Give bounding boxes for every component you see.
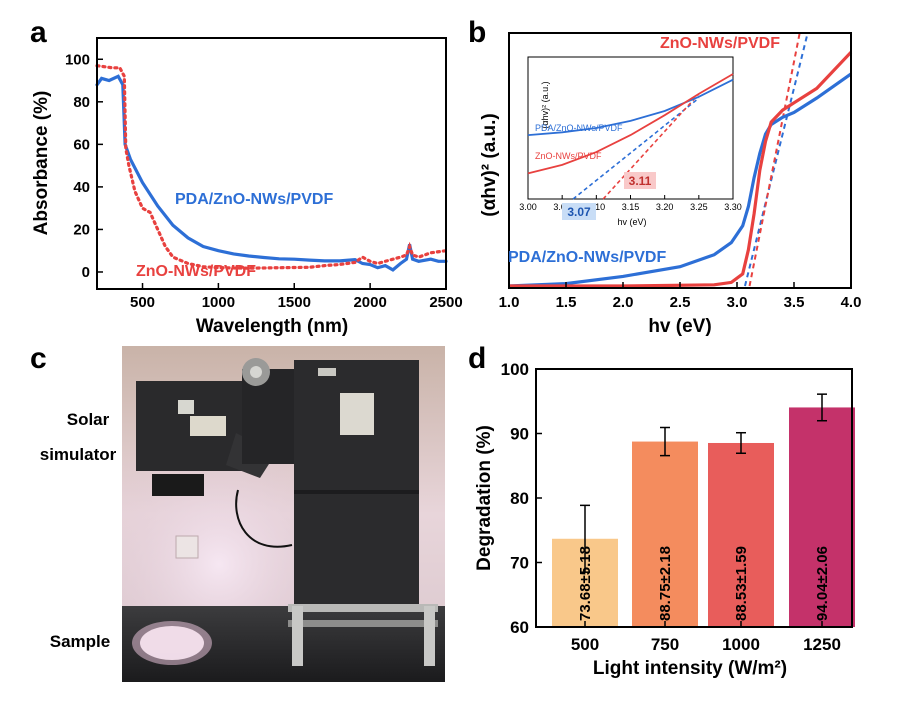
panel-d: d 73.68±5.18 88.75±2.18 88.53±1.59 94.04±2.…: [468, 342, 855, 679]
panel-b-xlabel: hv (eV): [648, 316, 711, 337]
inset-xtick-label: 3.00: [519, 202, 537, 212]
panel-b-ylabel: (αhv)² (a.u.): [479, 113, 500, 217]
panel-b-xtick-label: 2.0: [613, 294, 634, 311]
bar-value-label: 73.68±5.18: [577, 546, 594, 621]
panel-b-xtick-label: 1.0: [499, 294, 520, 311]
panel-d-xlabel: Light intensity (W/m²): [593, 658, 787, 679]
panel-label-b: b: [468, 16, 486, 49]
inset-xtick-label: 3.20: [656, 202, 674, 212]
inset-legend-blue: PDA/ZnO-NWs/PVDF: [535, 123, 623, 133]
panel-a-ytick-label: 80: [73, 94, 90, 111]
panel-b-xtick-label: 2.5: [670, 294, 691, 311]
inset-annot-red-bg: [624, 172, 656, 189]
bar-value-label: 94.04±2.06: [814, 546, 831, 621]
panel-d-xtick-label: 500: [571, 635, 599, 654]
bar-750: [632, 441, 698, 627]
inset-fit-line-0: [572, 97, 700, 200]
panel-b-xtick-label: 3.0: [727, 294, 748, 311]
inset-xlabel: hv (eV): [617, 217, 646, 227]
panel-b-inset: 3.003.053.103.153.203.253.30 hv (eV) (αh…: [519, 56, 742, 227]
panel-b-series-line-1: [509, 51, 853, 288]
panel-a-series: [95, 64, 448, 272]
panel-a-ytick-label: 20: [73, 221, 90, 238]
panel-b-series: [508, 32, 853, 288]
panel-d-ytick-label: 80: [510, 489, 529, 508]
panel-a-ytick-label: 0: [82, 264, 90, 281]
panel-b-xtick-label: 1.5: [556, 294, 577, 311]
panel-a-xtick-label: 2000: [353, 294, 386, 311]
inset-series-line-0: [527, 78, 734, 136]
inset-xtick-label: 3.15: [622, 202, 640, 212]
inset-annot-blue-bg: [562, 203, 596, 220]
panel-a-xtick-label: 1500: [278, 294, 311, 311]
panel-a-xticks: 500 1000 1500 2000 2500: [130, 283, 463, 311]
panel-b-fit-line-0: [744, 32, 809, 287]
panel-label-d: d: [468, 342, 486, 375]
panel-a: a 500 1000 1500 2000 2500 0 20 40 60 80 100 Wavel…: [30, 16, 463, 337]
panel-b-label-red: ZnO-NWs/PVDF: [660, 35, 780, 52]
panel-d-ytick-label: 100: [501, 360, 529, 379]
panel-d-yticks: 60 70 80 90 100: [501, 360, 542, 637]
panel-b-label-blue: PDA/ZnO-NWs/PVDF: [508, 249, 666, 266]
photo-label-simulator: simulator: [40, 445, 117, 464]
panel-b-xticks: 1.0 1.5 2.0 2.5 3.0 3.5 4.0: [499, 282, 862, 311]
photo-label-solar: Solar: [67, 410, 110, 429]
panel-d-xtick-label: 1000: [722, 635, 760, 654]
panel-a-series-line-1: [95, 64, 448, 270]
bar-value-label: 88.75±2.18: [657, 546, 674, 621]
panel-a-ytick-label: 60: [73, 136, 90, 153]
panel-b-series-line-0: [508, 72, 852, 288]
inset-xtick-label: 3.30: [724, 202, 742, 212]
panel-b-xtick-label: 3.5: [784, 294, 805, 311]
panel-a-xtick-label: 500: [130, 294, 155, 311]
panel-a-ylabel: Absorbance (%): [31, 91, 52, 236]
inset-annot-blue: 3.07: [567, 205, 591, 219]
inset-ylabel: (αhv)² (a.u.): [540, 81, 550, 128]
inset-annot-red: 3.11: [629, 174, 652, 188]
inset-series-line-1: [527, 73, 734, 175]
bar-value-label: 88.53±1.59: [733, 546, 750, 621]
inset-legend-red: ZnO-NWs/PVDF: [535, 151, 602, 161]
panel-a-legend-blue: PDA/ZnO-NWs/PVDF: [175, 191, 333, 208]
panel-a-yticks: 0 20 40 60 80 100: [65, 51, 103, 281]
panel-a-ytick-label: 100: [65, 51, 90, 68]
panel-label-a: a: [30, 16, 47, 49]
bar-1250: [789, 407, 855, 627]
panel-a-xtick-label: 2500: [429, 294, 462, 311]
inset-xtick-label: 3.10: [588, 202, 606, 212]
inset-xtick-label: 3.25: [690, 202, 708, 212]
panel-d-xtick-label: 750: [651, 635, 679, 654]
panel-a-frame: [96, 37, 447, 290]
panel-a-legend-red: ZnO-NWs/PVDF: [136, 263, 256, 280]
inset-fit-line-1: [602, 93, 700, 200]
panel-d-ytick-label: 90: [510, 425, 529, 444]
panel-d-ylabel: Degradation (%): [474, 425, 495, 571]
panel-b: b 1.0 1.5 2.0 2.5 3.0 3.5 4.0 hv (eV) (αhv)² (…: [468, 16, 861, 337]
panel-d-xticks: 500 750 1000 1250: [571, 621, 841, 654]
panel-a-xlabel: Wavelength (nm): [196, 316, 348, 337]
panel-a-xtick-label: 1000: [202, 294, 235, 311]
panel-label-c: c: [30, 342, 47, 375]
solar-simulator-photo: [122, 346, 445, 682]
bar-1000: [708, 442, 774, 627]
panel-d-xtick-label: 1250: [803, 635, 841, 654]
photo-label-sample: Sample: [50, 632, 110, 651]
inset-series: [527, 73, 734, 200]
panel-b-xtick-label: 4.0: [841, 294, 862, 311]
panel-d-ytick-label: 70: [510, 554, 529, 573]
panel-a-series-line-0: [95, 74, 448, 272]
panel-d-ytick-label: 60: [510, 618, 529, 637]
panel-d-bars: 73.68±5.18 88.75±2.18 88.53±1.59 94.04±2.06: [552, 393, 855, 627]
panel-b-fit-line-1: [748, 32, 801, 287]
panel-c: c: [30, 342, 445, 682]
panel-a-ytick-label: 40: [73, 179, 90, 196]
